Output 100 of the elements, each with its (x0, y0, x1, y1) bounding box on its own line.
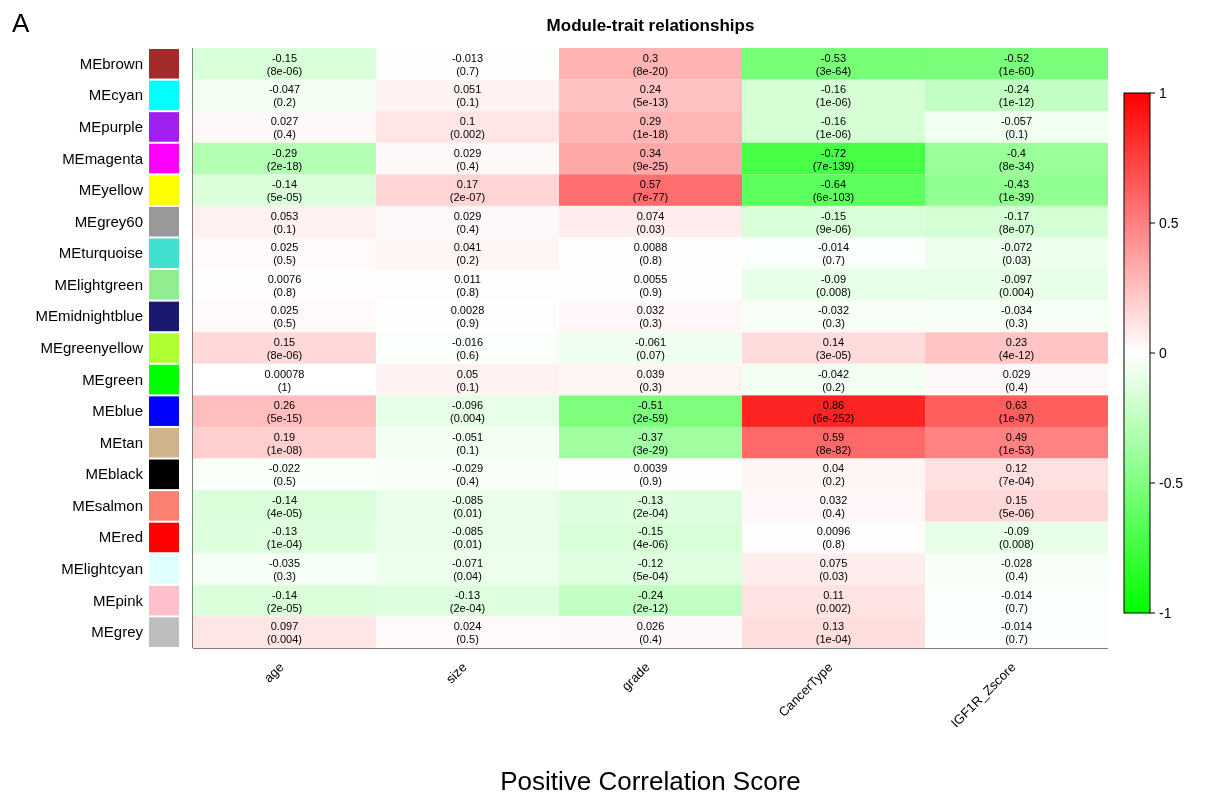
data-label: -0.071 (0.04) (451, 557, 484, 583)
data-label: -0.097 (0.004) (999, 272, 1034, 298)
y-tick-label: MEgrey (91, 623, 144, 641)
data-label: -0.4 (8e-34) (998, 146, 1035, 172)
y-tick-label: MEgrey60 (74, 212, 143, 230)
data-label: 0.0088 (0.8) (633, 241, 668, 267)
data-label: 0.17 (2e-07) (449, 178, 486, 204)
data-label: -0.13 (2e-04) (632, 493, 669, 519)
data-label: -0.061 (0.07) (634, 336, 667, 361)
data-label: -0.016 (0.6) (451, 336, 484, 361)
data-label: -0.14 (2e-05) (266, 588, 303, 614)
color-bar-label: -0.5 (1159, 475, 1184, 491)
data-label: 0.04 (0.2) (822, 462, 845, 488)
y-tick-label: MEblue (92, 402, 143, 420)
data-label: 0.029 (0.4) (453, 209, 482, 235)
data-label: -0.034 (0.3) (1000, 304, 1033, 330)
data-label: 0.23 (4e-12) (998, 336, 1035, 361)
y-tick-label: MEred (98, 528, 143, 546)
data-label: -0.12 (5e-04) (632, 557, 669, 583)
color-bar-label: 0.5 (1159, 215, 1179, 231)
data-label: -0.035 (0.3) (268, 557, 301, 583)
data-label: 0.24 (5e-13) (632, 83, 669, 109)
data-label: -0.096 (0.004) (450, 399, 485, 425)
data-label: -0.014 (0.7) (1000, 588, 1033, 614)
data-label: 0.15 (8e-06) (266, 336, 303, 361)
data-label: -0.085 (0.01) (451, 525, 484, 551)
data-label: 0.039 (0.3) (636, 367, 665, 393)
data-label: -0.051 (0.1) (451, 430, 484, 456)
data-label: 0.19 (1e-08) (266, 430, 303, 456)
data-label: 0.0055 (0.9) (633, 272, 668, 298)
data-label: -0.072 (0.03) (1000, 241, 1033, 267)
data-label: 0.63 (1e-97) (998, 399, 1035, 425)
y-tick-label: MElightcyan (61, 560, 143, 578)
data-label: 0.051 (0.1) (453, 83, 482, 109)
data-label: 0.13 (1e-04) (815, 620, 852, 646)
data-label: -0.014 (0.7) (817, 241, 850, 267)
data-label: -0.022 (0.5) (268, 462, 301, 488)
data-label: 0.3 (8e-20) (632, 51, 669, 77)
data-label: 0.59 (8e-82) (815, 430, 852, 456)
y-tick-label: MEyellow (78, 181, 144, 199)
data-label: 0.025 (0.5) (270, 304, 299, 330)
y-tick-label: MEbrown (79, 54, 143, 72)
y-tick-label: MEturquoise (58, 244, 143, 262)
data-label: 0.075 (0.03) (819, 557, 848, 583)
data-label: 0.027 (0.4) (270, 114, 299, 140)
data-label: 0.15 (5e-06) (998, 493, 1035, 519)
data-label: -0.047 (0.2) (268, 83, 301, 109)
data-label: 0.074 (0.03) (636, 209, 665, 235)
data-label: -0.028 (0.4) (1000, 557, 1033, 583)
y-tick-label: MEpink (92, 591, 144, 609)
data-label: 0.49 (1e-53) (998, 430, 1035, 456)
y-tick-label: MEgreen (82, 370, 143, 388)
data-label: 0.14 (3e-05) (815, 336, 852, 361)
data-label: -0.29 (2e-18) (266, 146, 303, 172)
data-label: -0.013 (0.7) (451, 51, 484, 77)
data-label: -0.085 (0.01) (451, 493, 484, 519)
data-label: 0.011 (0.8) (454, 272, 481, 298)
data-label: 0.032 (0.3) (636, 304, 665, 330)
data-label: 0.0028 (0.9) (450, 304, 485, 330)
data-label: 0.097 (0.004) (267, 620, 302, 646)
data-label: -0.032 (0.3) (817, 304, 850, 330)
data-label: 0.26 (5e-15) (266, 399, 303, 425)
data-label: -0.24 (2e-12) (632, 588, 669, 614)
y-tick-label: MEpurple (78, 117, 143, 135)
data-label: 0.00078 (1) (264, 367, 305, 393)
data-label: 0.025 (0.5) (270, 241, 299, 267)
data-label: -0.13 (2e-04) (449, 588, 486, 614)
color-bar-label: -1 (1159, 605, 1172, 621)
y-tick-label: MEblack (85, 465, 144, 483)
data-label: 0.1 (0.002) (450, 114, 485, 140)
data-label: 0.34 (9e-25) (632, 146, 669, 172)
data-label: -0.15 (8e-06) (266, 51, 303, 77)
text: A (12, 8, 30, 39)
data-label: 0.0076 (0.8) (267, 272, 302, 298)
data-label: 0.029 (0.4) (453, 146, 482, 172)
color-bar-label: 0 (1159, 345, 1167, 361)
data-label: -0.43 (1e-39) (998, 178, 1035, 204)
y-tick-label: MElightgreen (54, 275, 143, 293)
data-label: 0.05 (0.1) (456, 367, 479, 393)
data-label: -0.014 (0.7) (1000, 620, 1033, 646)
data-label: 0.026 (0.4) (636, 620, 665, 646)
data-label: -0.14 (4e-05) (266, 493, 303, 519)
data-label: 0.57 (7e-77) (632, 178, 669, 204)
data-label: -0.16 (1e-06) (815, 114, 852, 140)
y-tick-label: MEcyan (88, 86, 143, 104)
data-label: -0.042 (0.2) (817, 367, 850, 393)
data-label: 0.0039 (0.9) (633, 462, 668, 488)
data-label: -0.16 (1e-06) (815, 83, 852, 109)
y-tick-label: MEgreenyellow (40, 339, 144, 356)
data-label: -0.057 (0.1) (1000, 114, 1033, 140)
data-label: -0.029 (0.4) (451, 462, 484, 488)
data-label: -0.37 (3e-29) (632, 430, 669, 456)
data-label: 0.032 (0.4) (819, 493, 848, 519)
y-tick-label: MEmidnightblue (35, 307, 143, 325)
y-tick-label: MEtan (99, 433, 143, 451)
data-label: -0.14 (5e-05) (266, 178, 303, 204)
data-label: 0.0096 (0.8) (816, 525, 851, 551)
data-label: 0.041 (0.2) (453, 241, 482, 267)
data-label: -0.09 (0.008) (816, 272, 851, 298)
chart-title: Module-trait relationships (545, 16, 756, 36)
